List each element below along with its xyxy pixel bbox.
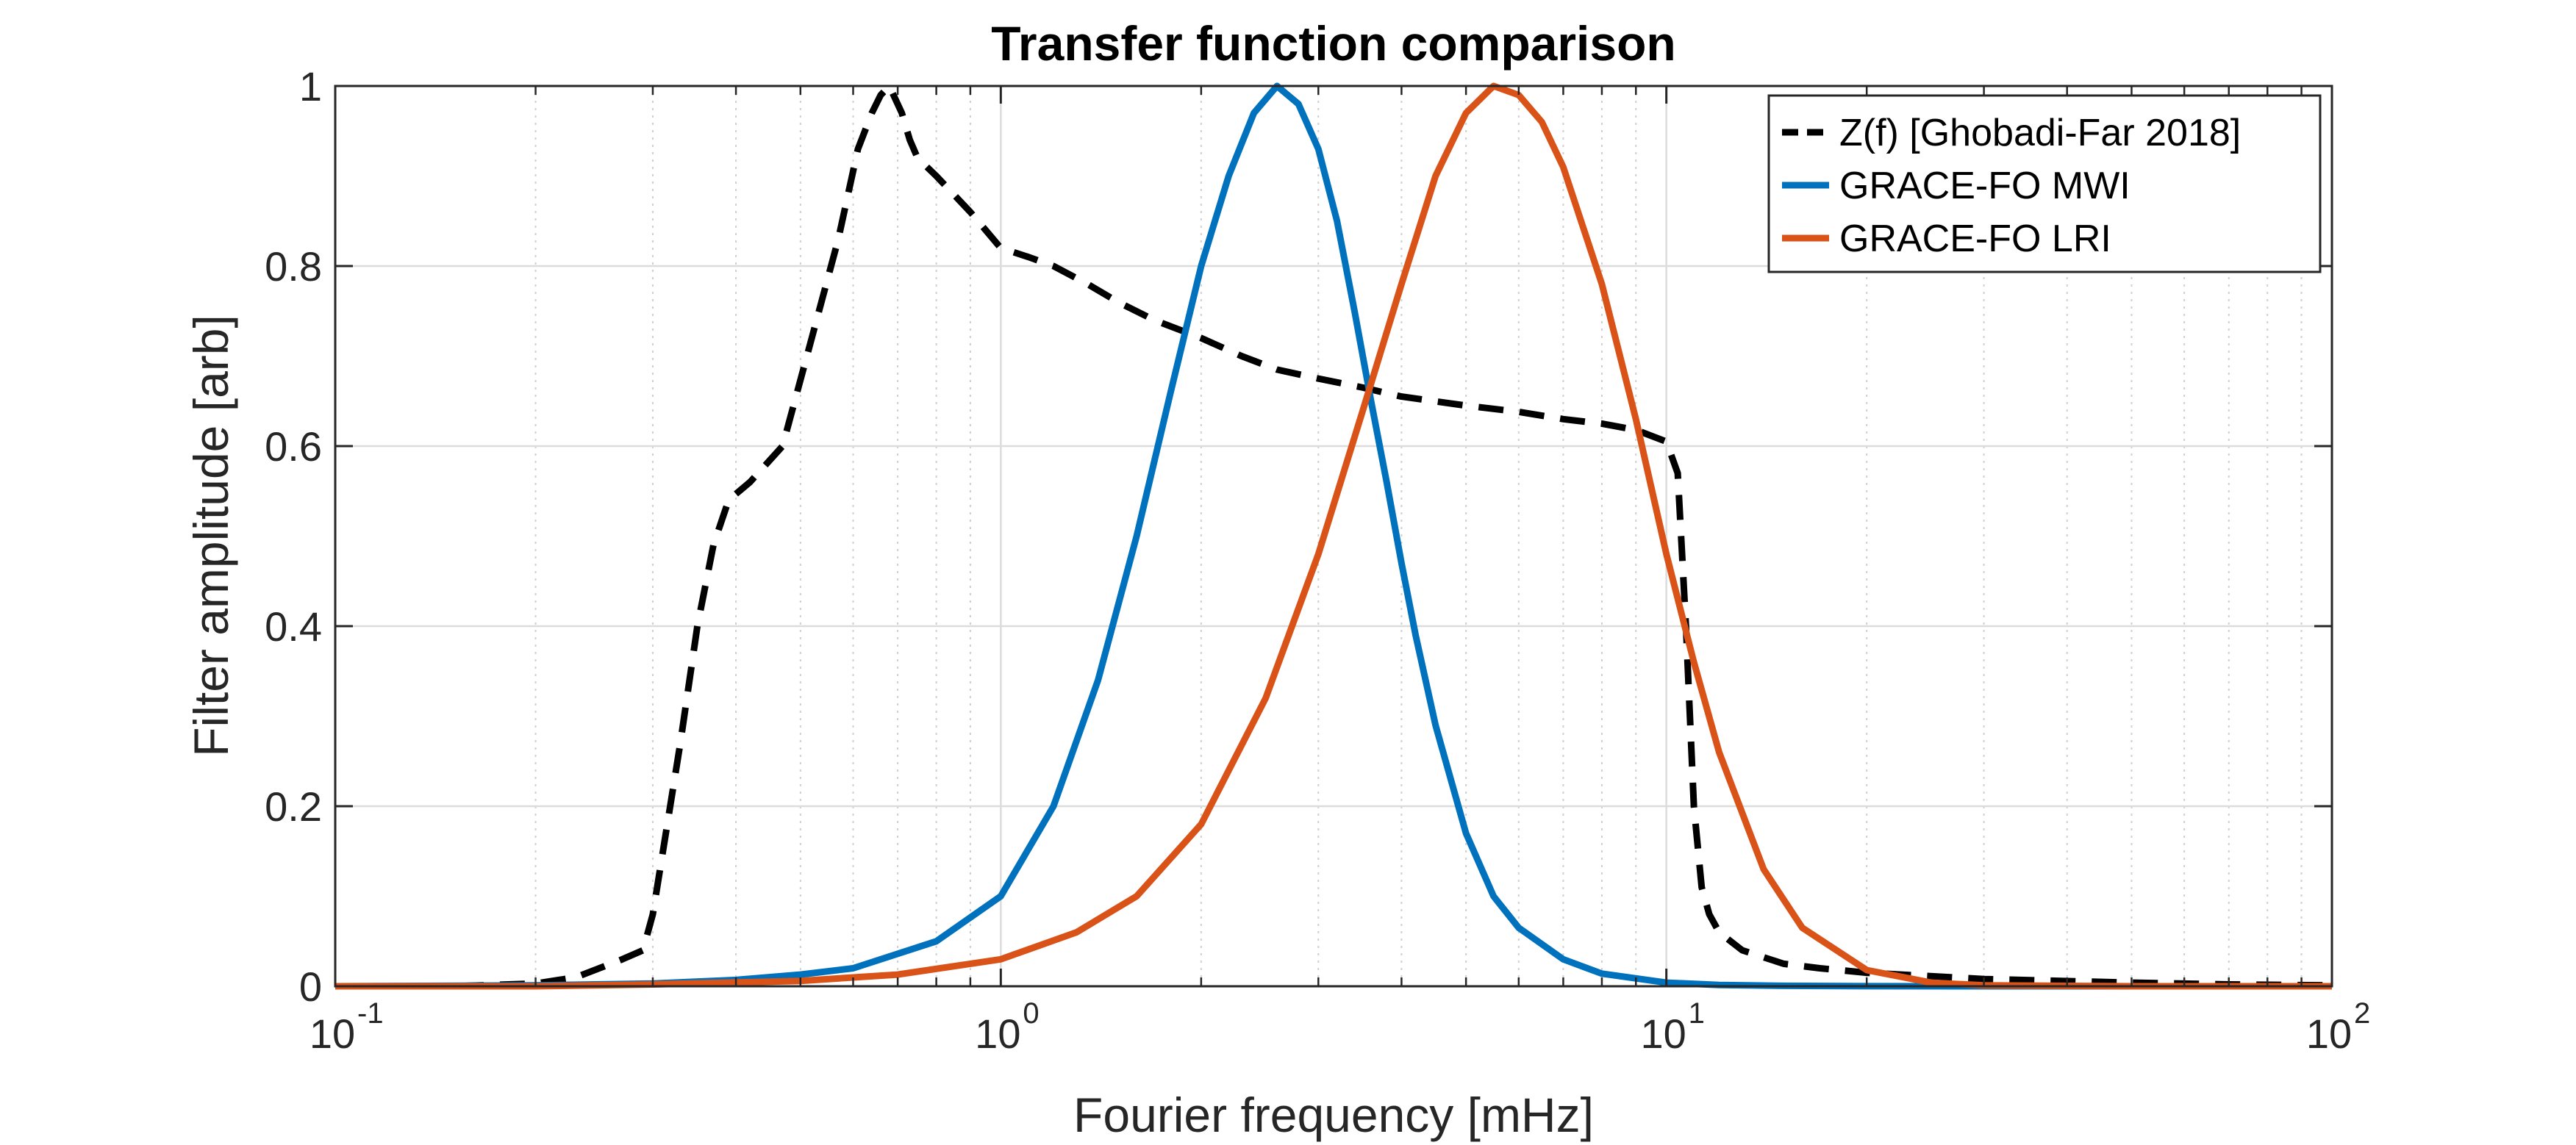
legend-label-2: GRACE-FO LRI xyxy=(1839,218,2111,260)
legend-label-0: Z(f) [Ghobadi-Far 2018] xyxy=(1839,112,2241,154)
y-tick-label: 0 xyxy=(299,963,322,1010)
x-tick-exponent: 0 xyxy=(1023,997,1039,1030)
y-tick-label: 0.8 xyxy=(265,243,322,290)
chart-title: Transfer function comparison xyxy=(991,16,1675,71)
x-tick-exponent: -1 xyxy=(357,997,384,1030)
x-tick-label: 10 xyxy=(975,1011,1020,1057)
legend: Z(f) [Ghobadi-Far 2018] GRACE-FO MWI GRACE… xyxy=(1767,94,2322,273)
y-tick-label: 0.2 xyxy=(265,783,322,830)
y-tick-label: 1 xyxy=(299,63,322,110)
legend-label-1: GRACE-FO MWI xyxy=(1839,165,2130,207)
y-tick-label: 0.4 xyxy=(265,603,322,650)
x-tick-label: 10 xyxy=(1641,1011,1686,1057)
y-axis-label: Filter amplitude [arb] xyxy=(184,315,238,757)
series-line-0 xyxy=(335,82,2333,990)
legend-box xyxy=(1767,94,2322,273)
x-tick-label: 10 xyxy=(310,1011,355,1057)
x-axis-label: Fourier frequency [mHz] xyxy=(1073,1088,1594,1142)
y-tick-label: 0.6 xyxy=(265,423,322,470)
plot-frame xyxy=(334,85,2333,988)
series-line-1 xyxy=(334,82,2332,990)
x-tick-label: 10 xyxy=(2306,1011,2352,1057)
x-tick-exponent: 1 xyxy=(1689,997,1705,1030)
x-tick-exponent: 2 xyxy=(2354,997,2370,1030)
